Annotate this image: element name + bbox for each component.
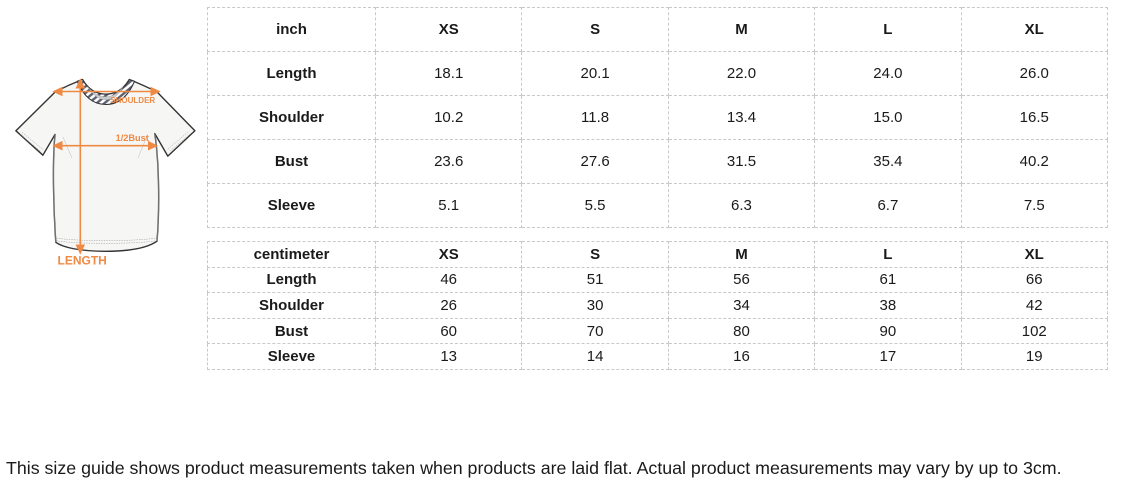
svg-text:1/2Bust: 1/2Bust bbox=[116, 133, 149, 143]
svg-text:LENGTH: LENGTH bbox=[58, 254, 107, 268]
svg-text:SHOULDER: SHOULDER bbox=[110, 96, 155, 105]
